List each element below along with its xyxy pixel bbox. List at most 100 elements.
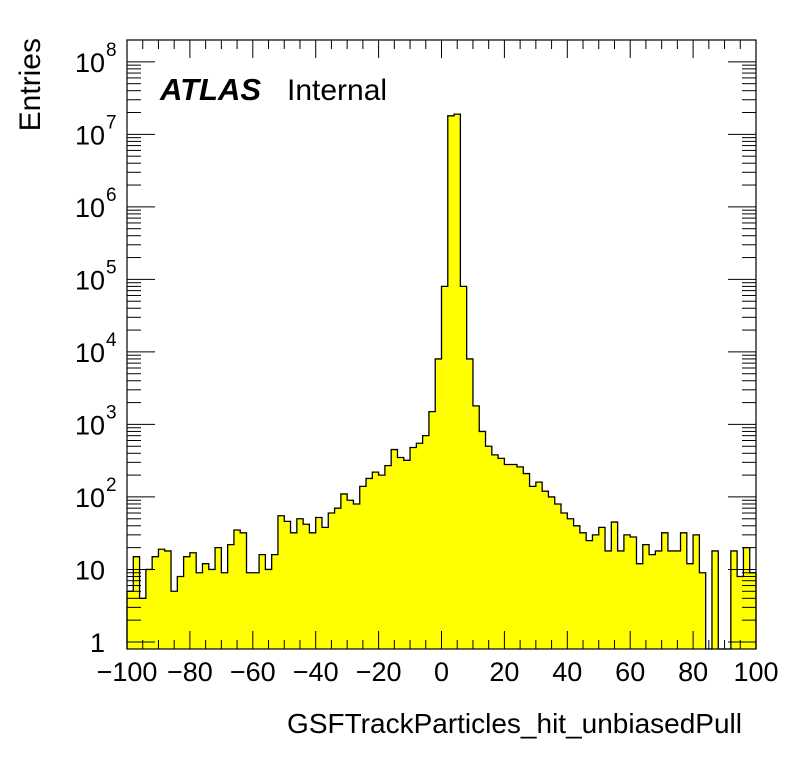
- histogram-bin: [334, 508, 342, 649]
- y-tick-label: 10: [75, 120, 105, 150]
- histogram-bin: [233, 529, 241, 649]
- histogram-bin: [321, 527, 329, 649]
- histogram-bin: [196, 572, 203, 649]
- histogram-bin: [290, 532, 298, 649]
- y-tick-label: 10: [75, 483, 105, 513]
- y-tick-exponent: 3: [106, 402, 117, 423]
- histogram-bin: [460, 286, 468, 649]
- histogram-bin: [554, 503, 562, 649]
- histogram-bin: [623, 534, 631, 649]
- x-tick-label: 60: [615, 657, 645, 687]
- histogram-bin: [416, 443, 424, 649]
- histogram-bin: [586, 540, 593, 649]
- x-tick-label: 20: [489, 657, 519, 687]
- atlas-label: ATLAS: [159, 72, 261, 107]
- histogram-bin: [435, 358, 442, 649]
- histogram-bin: [221, 572, 229, 649]
- histogram-bin: [259, 554, 266, 649]
- histogram-bin: [152, 556, 159, 649]
- histogram-bin: [384, 465, 392, 649]
- histogram-bin: [277, 515, 285, 649]
- histogram-bin: [359, 486, 367, 649]
- y-tick-label: 10: [75, 265, 105, 295]
- x-tick-label: −60: [230, 657, 276, 687]
- histogram-bin: [693, 534, 700, 649]
- histogram-bin: [529, 486, 537, 649]
- x-tick-label: 40: [552, 657, 582, 687]
- histogram-bin: [749, 572, 757, 649]
- y-tick-label: 10: [75, 48, 105, 78]
- histogram-bin: [605, 550, 612, 649]
- histogram-bin: [535, 482, 543, 649]
- histogram-bin: [630, 537, 637, 649]
- histogram-bin: [171, 591, 178, 649]
- histogram-bin: [737, 576, 744, 649]
- histogram-bin: [164, 550, 172, 649]
- y-tick-exponent: 2: [106, 475, 117, 496]
- histogram-bin: [592, 534, 600, 649]
- histogram-bin: [397, 457, 405, 649]
- histogram-bin: [309, 532, 317, 649]
- histogram-bin: [189, 552, 197, 649]
- histogram-bin: [686, 563, 694, 649]
- x-tick-label: −100: [97, 657, 158, 687]
- histogram-bin: [296, 518, 304, 649]
- histogram-bin: [667, 550, 675, 649]
- x-axis-ticks: −100 −80 −60 −40 −20 0 20 40 60 80 100: [97, 40, 779, 687]
- x-tick-label: 80: [678, 657, 708, 687]
- histogram-bin: [133, 556, 140, 649]
- histogram-bin: [498, 458, 505, 649]
- histogram-bin: [447, 115, 455, 650]
- x-tick-label: 0: [434, 657, 449, 687]
- histogram-bin: [699, 572, 707, 649]
- histogram-bin: [378, 475, 386, 649]
- histogram-bin: [561, 513, 568, 649]
- histogram-bin: [315, 517, 323, 649]
- histogram-bin: [271, 554, 279, 649]
- y-tick-exponent: 8: [106, 40, 117, 61]
- histogram-bin: [240, 532, 247, 649]
- histogram-bin: [215, 547, 222, 649]
- histogram-bin: [145, 569, 153, 649]
- histogram-bin: [523, 473, 530, 649]
- histogram-bin: [139, 598, 147, 649]
- histogram-bin: [472, 405, 480, 649]
- histogram-bin: [227, 544, 235, 649]
- histogram-bin: [649, 554, 656, 649]
- histogram-bin: [479, 431, 486, 649]
- histogram-bin: [485, 446, 493, 649]
- histogram-bin: [573, 525, 581, 649]
- histogram-bin: [177, 576, 185, 649]
- histogram-bin: [655, 550, 663, 649]
- histogram-bin: [711, 550, 719, 649]
- histogram-bin: [422, 435, 430, 649]
- histogram-bin: [265, 569, 273, 649]
- histogram-bin: [208, 569, 216, 649]
- histogram-bin: [366, 478, 373, 649]
- y-tick-exponent: 7: [106, 112, 117, 133]
- x-tick-label: −20: [356, 657, 402, 687]
- y-tick-label: 1: [90, 628, 105, 658]
- histogram-bin: [158, 549, 166, 649]
- histogram-bin: [542, 491, 549, 649]
- histogram-bin: [347, 500, 354, 649]
- histogram-bin: [516, 466, 524, 649]
- histogram-bin: [454, 114, 461, 649]
- histogram-bin: [391, 449, 398, 649]
- histogram-bin: [183, 556, 191, 649]
- histogram-bin: [403, 460, 411, 649]
- histogram-bin: [410, 447, 417, 649]
- y-tick-exponent: 5: [106, 257, 117, 278]
- x-tick-label: −40: [293, 657, 339, 687]
- y-tick-label: 10: [75, 193, 105, 223]
- histogram-bin: [636, 563, 644, 649]
- y-tick-exponent: 6: [106, 185, 117, 206]
- y-tick-label: 10: [75, 555, 105, 585]
- y-tick-label: 10: [75, 338, 105, 368]
- y-axis-title: Entries: [14, 38, 47, 131]
- histogram-bin: [328, 513, 335, 649]
- histogram-bin: [674, 550, 681, 649]
- y-tick-exponent: 4: [106, 330, 117, 351]
- histogram-bin: [567, 518, 574, 649]
- histogram-bin: [617, 550, 625, 649]
